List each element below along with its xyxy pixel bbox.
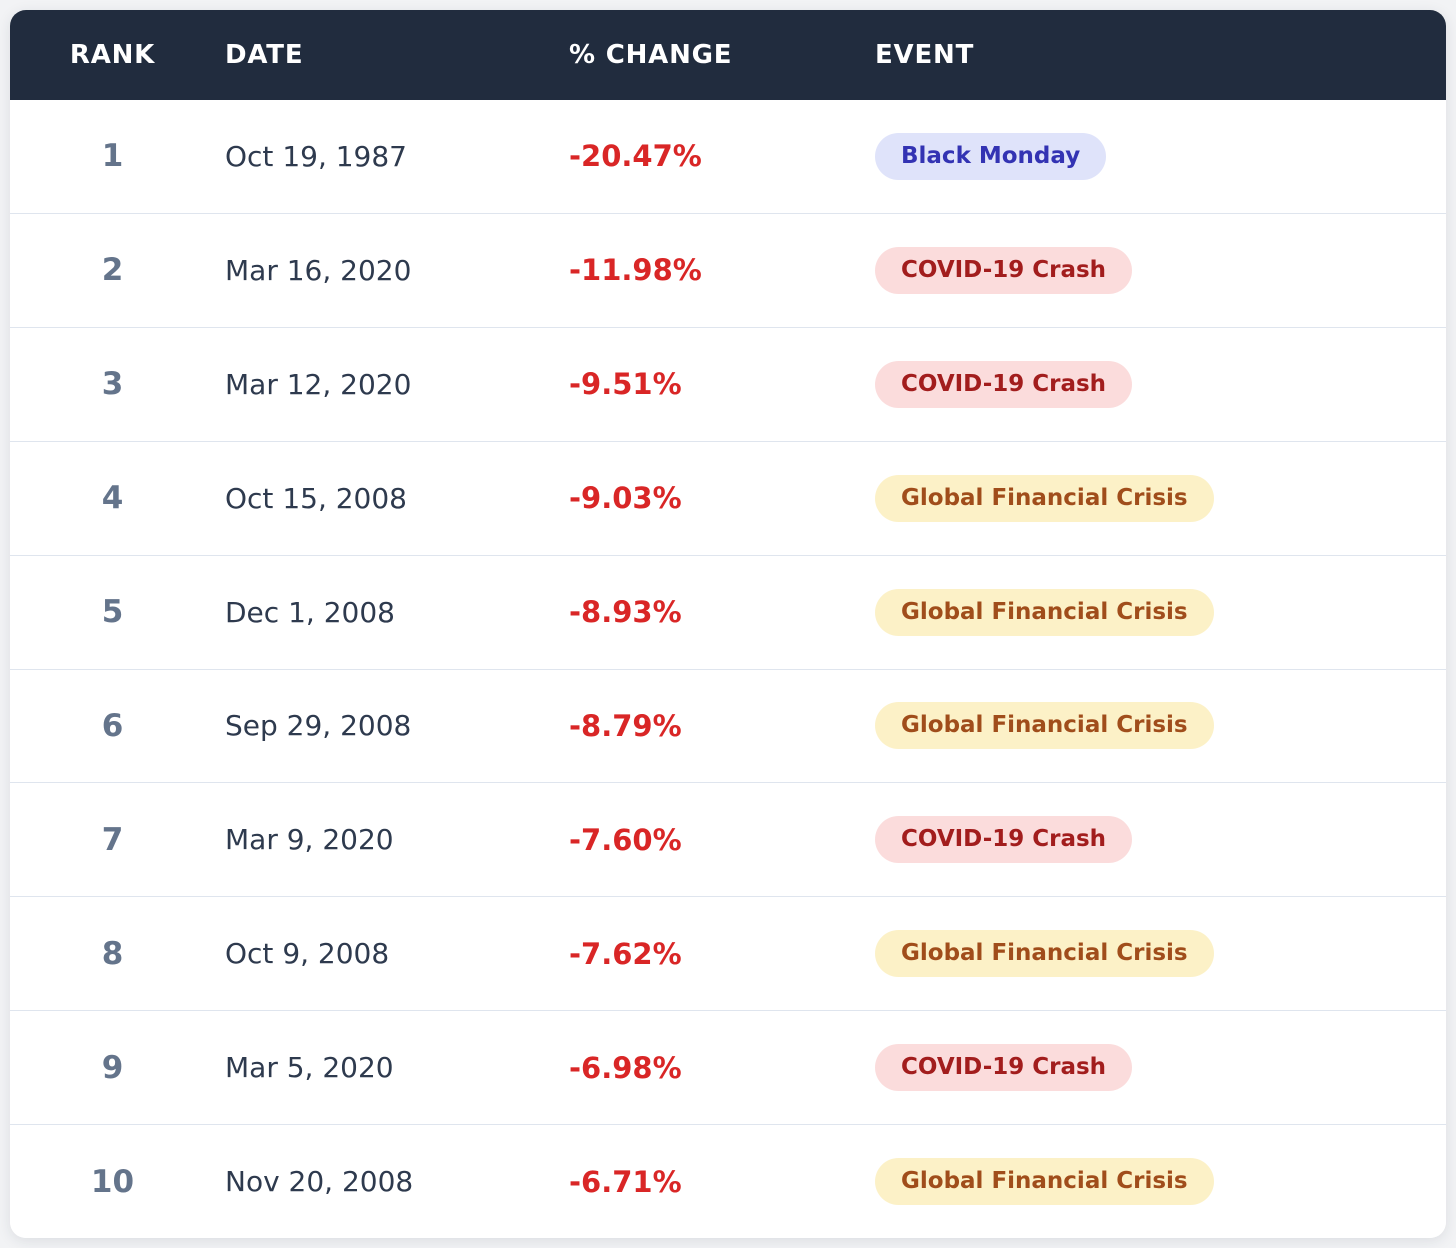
event-cell: Global Financial Crisis xyxy=(865,1158,1446,1206)
event-badge: COVID-19 Crash xyxy=(875,360,1133,408)
rank-value: 10 xyxy=(90,1163,135,1200)
percent-change-value: -7.62% xyxy=(569,936,682,971)
table-row: 1 Oct 19, 1987 -20.47% Black Monday xyxy=(10,100,1446,213)
rank-value: 5 xyxy=(101,594,124,631)
percent-change-value: -8.93% xyxy=(569,595,682,630)
event-badge: COVID-19 Crash xyxy=(875,246,1133,294)
date-value: Sep 29, 2008 xyxy=(225,709,412,743)
table-body: 1 Oct 19, 1987 -20.47% Black Monday 2 Ma… xyxy=(10,100,1446,1238)
column-header-change: % CHANGE xyxy=(569,40,733,70)
percent-change-value: -20.47% xyxy=(569,139,702,174)
rank-value: 6 xyxy=(101,707,124,744)
percent-change-value: -11.98% xyxy=(569,253,702,288)
rank-value: 2 xyxy=(101,252,124,289)
market-crash-table: RANK DATE % CHANGE EVENT 1 Oct 19, 1987 … xyxy=(10,10,1446,1238)
date-value: Mar 9, 2020 xyxy=(225,823,394,857)
event-cell: Global Financial Crisis xyxy=(865,588,1446,636)
event-badge: COVID-19 Crash xyxy=(875,816,1133,864)
table-row: 5 Dec 1, 2008 -8.93% Global Financial Cr… xyxy=(10,554,1446,669)
rank-value: 7 xyxy=(101,821,124,858)
date-value: Oct 15, 2008 xyxy=(225,481,407,515)
date-value: Mar 12, 2020 xyxy=(225,367,412,401)
event-cell: COVID-19 Crash xyxy=(865,360,1446,408)
percent-change-value: -9.51% xyxy=(569,367,682,402)
table-row: 2 Mar 16, 2020 -11.98% COVID-19 Crash xyxy=(10,212,1446,327)
column-header-event: EVENT xyxy=(875,40,975,70)
event-badge: Global Financial Crisis xyxy=(875,930,1214,978)
event-badge: Black Monday xyxy=(875,132,1107,180)
rank-value: 9 xyxy=(101,1049,124,1086)
rank-value: 1 xyxy=(101,138,124,175)
table-row: 9 Mar 5, 2020 -6.98% COVID-19 Crash xyxy=(10,1010,1446,1125)
date-value: Nov 20, 2008 xyxy=(225,1165,414,1199)
date-value: Mar 16, 2020 xyxy=(225,253,412,287)
table-row: 8 Oct 9, 2008 -7.62% Global Financial Cr… xyxy=(10,896,1446,1011)
event-cell: Global Financial Crisis xyxy=(865,930,1446,978)
percent-change-value: -6.71% xyxy=(569,1164,682,1199)
event-badge: Global Financial Crisis xyxy=(875,588,1214,636)
event-badge: COVID-19 Crash xyxy=(875,1044,1133,1092)
column-header-date: DATE xyxy=(225,40,304,70)
event-cell: COVID-19 Crash xyxy=(865,246,1446,294)
table-row: 4 Oct 15, 2008 -9.03% Global Financial C… xyxy=(10,440,1446,555)
table-row: 3 Mar 12, 2020 -9.51% COVID-19 Crash xyxy=(10,326,1446,441)
percent-change-value: -9.03% xyxy=(569,481,682,516)
table-row: 6 Sep 29, 2008 -8.79% Global Financial C… xyxy=(10,668,1446,783)
rank-value: 8 xyxy=(101,935,124,972)
date-value: Mar 5, 2020 xyxy=(225,1051,394,1085)
date-value: Dec 1, 2008 xyxy=(225,595,395,629)
column-header-rank: RANK xyxy=(69,40,156,70)
event-badge: Global Financial Crisis xyxy=(875,1158,1214,1206)
event-badge: Global Financial Crisis xyxy=(875,702,1214,750)
percent-change-value: -8.79% xyxy=(569,708,682,743)
event-cell: Global Financial Crisis xyxy=(865,474,1446,522)
event-cell: Global Financial Crisis xyxy=(865,702,1446,750)
table-row: 7 Mar 9, 2020 -7.60% COVID-19 Crash xyxy=(10,782,1446,897)
percent-change-value: -6.98% xyxy=(569,1050,682,1085)
event-cell: COVID-19 Crash xyxy=(865,1044,1446,1092)
table-row: 10 Nov 20, 2008 -6.71% Global Financial … xyxy=(10,1124,1446,1238)
rank-value: 3 xyxy=(101,366,124,403)
event-cell: Black Monday xyxy=(865,132,1446,180)
date-value: Oct 19, 1987 xyxy=(225,139,407,173)
date-value: Oct 9, 2008 xyxy=(225,937,390,971)
rank-value: 4 xyxy=(101,480,124,517)
percent-change-value: -7.60% xyxy=(569,822,682,857)
event-badge: Global Financial Crisis xyxy=(875,474,1214,522)
table-header-row: RANK DATE % CHANGE EVENT xyxy=(10,10,1446,100)
event-cell: COVID-19 Crash xyxy=(865,816,1446,864)
